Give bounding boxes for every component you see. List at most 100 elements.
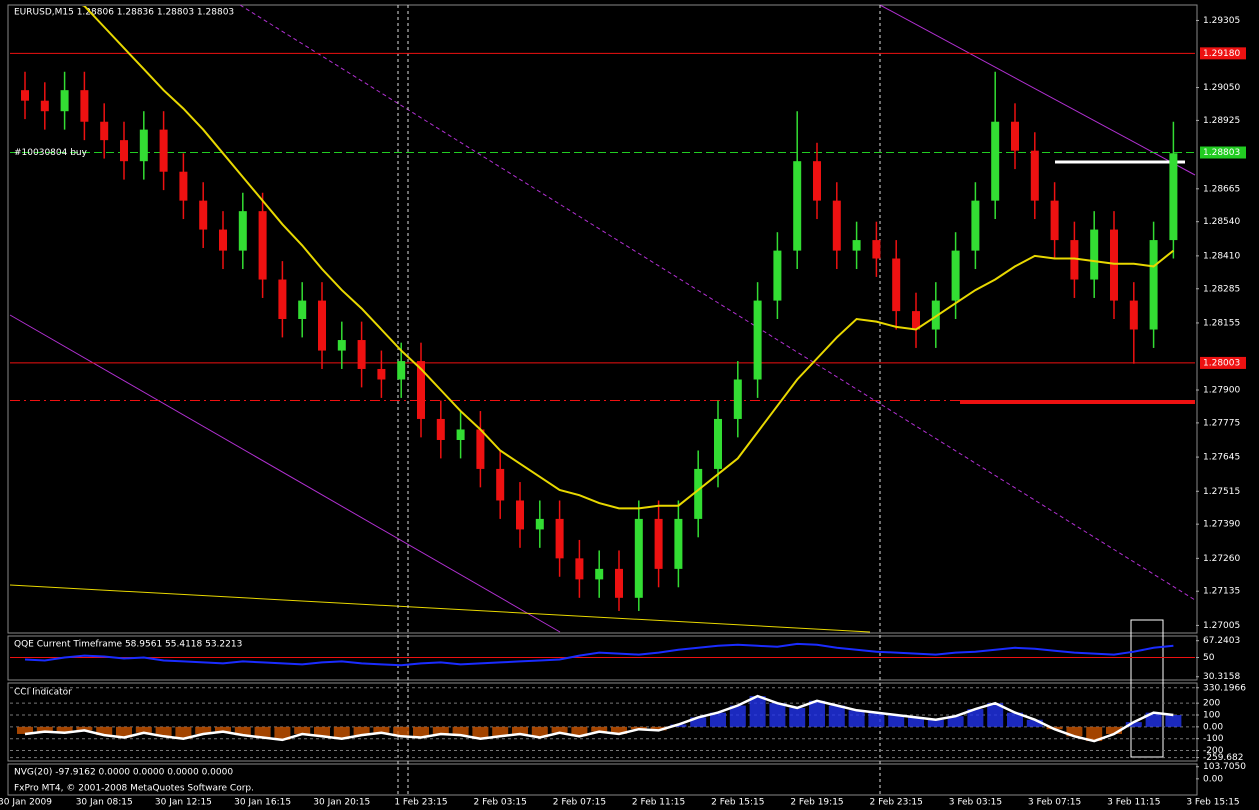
candle-body: [832, 200, 841, 251]
candle-body: [991, 121, 1000, 201]
candle-body: [219, 229, 227, 251]
cci-bar: [254, 726, 271, 738]
y-tick-label: 103.7050: [1203, 762, 1246, 772]
trend-line: [9, 584, 871, 633]
y-tick-label: -200: [1203, 746, 1224, 756]
cci-bar: [353, 726, 370, 736]
y-tick-label: 1.29305: [1203, 16, 1240, 26]
candle-body: [615, 568, 623, 598]
y-tick-label: 1.27900: [1203, 386, 1240, 396]
x-tick-label: 3 Feb 15:15: [1186, 798, 1239, 808]
cci-bar: [729, 705, 746, 727]
cci-bar: [809, 700, 825, 727]
level-label: 1.28003: [1203, 358, 1240, 368]
cci-bar: [947, 716, 964, 727]
cci-bar: [432, 726, 449, 734]
main-frame: [7, 4, 1198, 634]
x-tick-label: 30 Jan 08:15: [76, 798, 133, 808]
cci-bar: [135, 726, 152, 733]
x-tick-label: 2 Feb 07:15: [553, 798, 606, 808]
y-tick-label: 1.27390: [1203, 520, 1240, 530]
candle-body: [674, 518, 683, 569]
cci-frame: [7, 682, 1198, 762]
candle-body: [595, 568, 604, 580]
y-tick-label: 30.3158: [1203, 672, 1240, 682]
cci-bar: [492, 726, 509, 737]
channel-line: [239, 4, 1196, 601]
y-tick-label: 1.27005: [1203, 621, 1240, 631]
y-tick-label: 1.28285: [1203, 284, 1240, 294]
y-tick-label: 0.00: [1203, 774, 1223, 784]
cci-bar: [512, 726, 528, 734]
cci-bar: [531, 726, 548, 738]
cci-bar: [1026, 719, 1043, 727]
x-tick-label: 30 Jan 12:15: [155, 798, 212, 808]
cci-bar: [413, 726, 429, 738]
cci-bar: [927, 719, 944, 727]
level-note: #10030804 buy: [14, 148, 88, 158]
candle-body: [773, 250, 782, 301]
channel-line: [9, 314, 561, 633]
candle-body: [1110, 229, 1118, 301]
moving-average: [81, 6, 1175, 510]
x-tick-label: 30 Jan 2009: [0, 798, 52, 808]
x-tick-label: 2 Feb 03:15: [474, 798, 527, 808]
channel-line: [879, 4, 1196, 176]
y-tick-label: 50: [1203, 653, 1215, 663]
candle-body: [1070, 240, 1079, 280]
cci-bar: [1125, 722, 1142, 727]
y-tick-label: -259.682: [1203, 753, 1243, 763]
candle-body: [100, 121, 109, 141]
candle-body: [436, 418, 445, 440]
cci-bar: [294, 726, 311, 734]
y-tick-label: 100: [1203, 711, 1220, 721]
x-tick-label: 30 Jan 20:15: [313, 798, 370, 808]
level-label: 1.29180: [1203, 49, 1240, 59]
cci-bar: [333, 726, 350, 739]
candle-body: [872, 240, 881, 259]
candle-body: [179, 171, 188, 201]
level-tag: [1200, 47, 1246, 60]
cci-bar: [749, 696, 766, 727]
x-tick-label: 2 Feb 11:15: [632, 798, 685, 808]
candle-body: [258, 211, 267, 280]
panel-title: NVG(20) -97.9162 0.0000 0.0000 0.0000 0.…: [14, 768, 233, 778]
cci-line: [24, 694, 1174, 743]
level-label: 1.28803: [1203, 148, 1240, 158]
candle-body: [278, 279, 287, 319]
y-tick-label: 1.28155: [1203, 318, 1240, 328]
cci-bar: [175, 726, 192, 739]
candle-body: [496, 468, 505, 501]
candle-body: [377, 368, 386, 380]
cci-bar: [571, 726, 588, 737]
x-tick-label: 2 Feb 19:15: [790, 798, 843, 808]
cci-bar: [769, 703, 786, 727]
candle-body: [60, 90, 69, 112]
candle-body: [575, 558, 584, 580]
candle-body: [318, 300, 326, 351]
candle-body: [476, 429, 485, 469]
candle-body: [892, 258, 901, 312]
cci-bar: [1165, 715, 1182, 727]
qqe-line: [24, 642, 1174, 667]
cci-bar: [96, 726, 113, 736]
cci-bar: [888, 715, 905, 727]
panel-title: EURUSD,M15 1.28806 1.28836 1.28803 1.288…: [14, 8, 234, 18]
cci-bar: [690, 717, 707, 727]
y-tick-label: 0.00: [1203, 722, 1223, 732]
nvg-frame: [7, 763, 1198, 796]
candle-body: [337, 340, 346, 351]
candle-body: [199, 200, 208, 230]
cci-bar: [155, 726, 172, 737]
y-tick-label: 1.27775: [1203, 418, 1240, 428]
candle-body: [417, 361, 425, 419]
cci-bar: [1106, 726, 1122, 734]
y-tick-label: 1.28665: [1203, 184, 1240, 194]
candle-body: [852, 240, 861, 251]
cci-bar: [710, 712, 726, 727]
candle-body: [971, 200, 980, 251]
candle-body: [634, 518, 643, 598]
cci-bar: [373, 726, 390, 733]
y-tick-label: 200: [1203, 699, 1220, 709]
